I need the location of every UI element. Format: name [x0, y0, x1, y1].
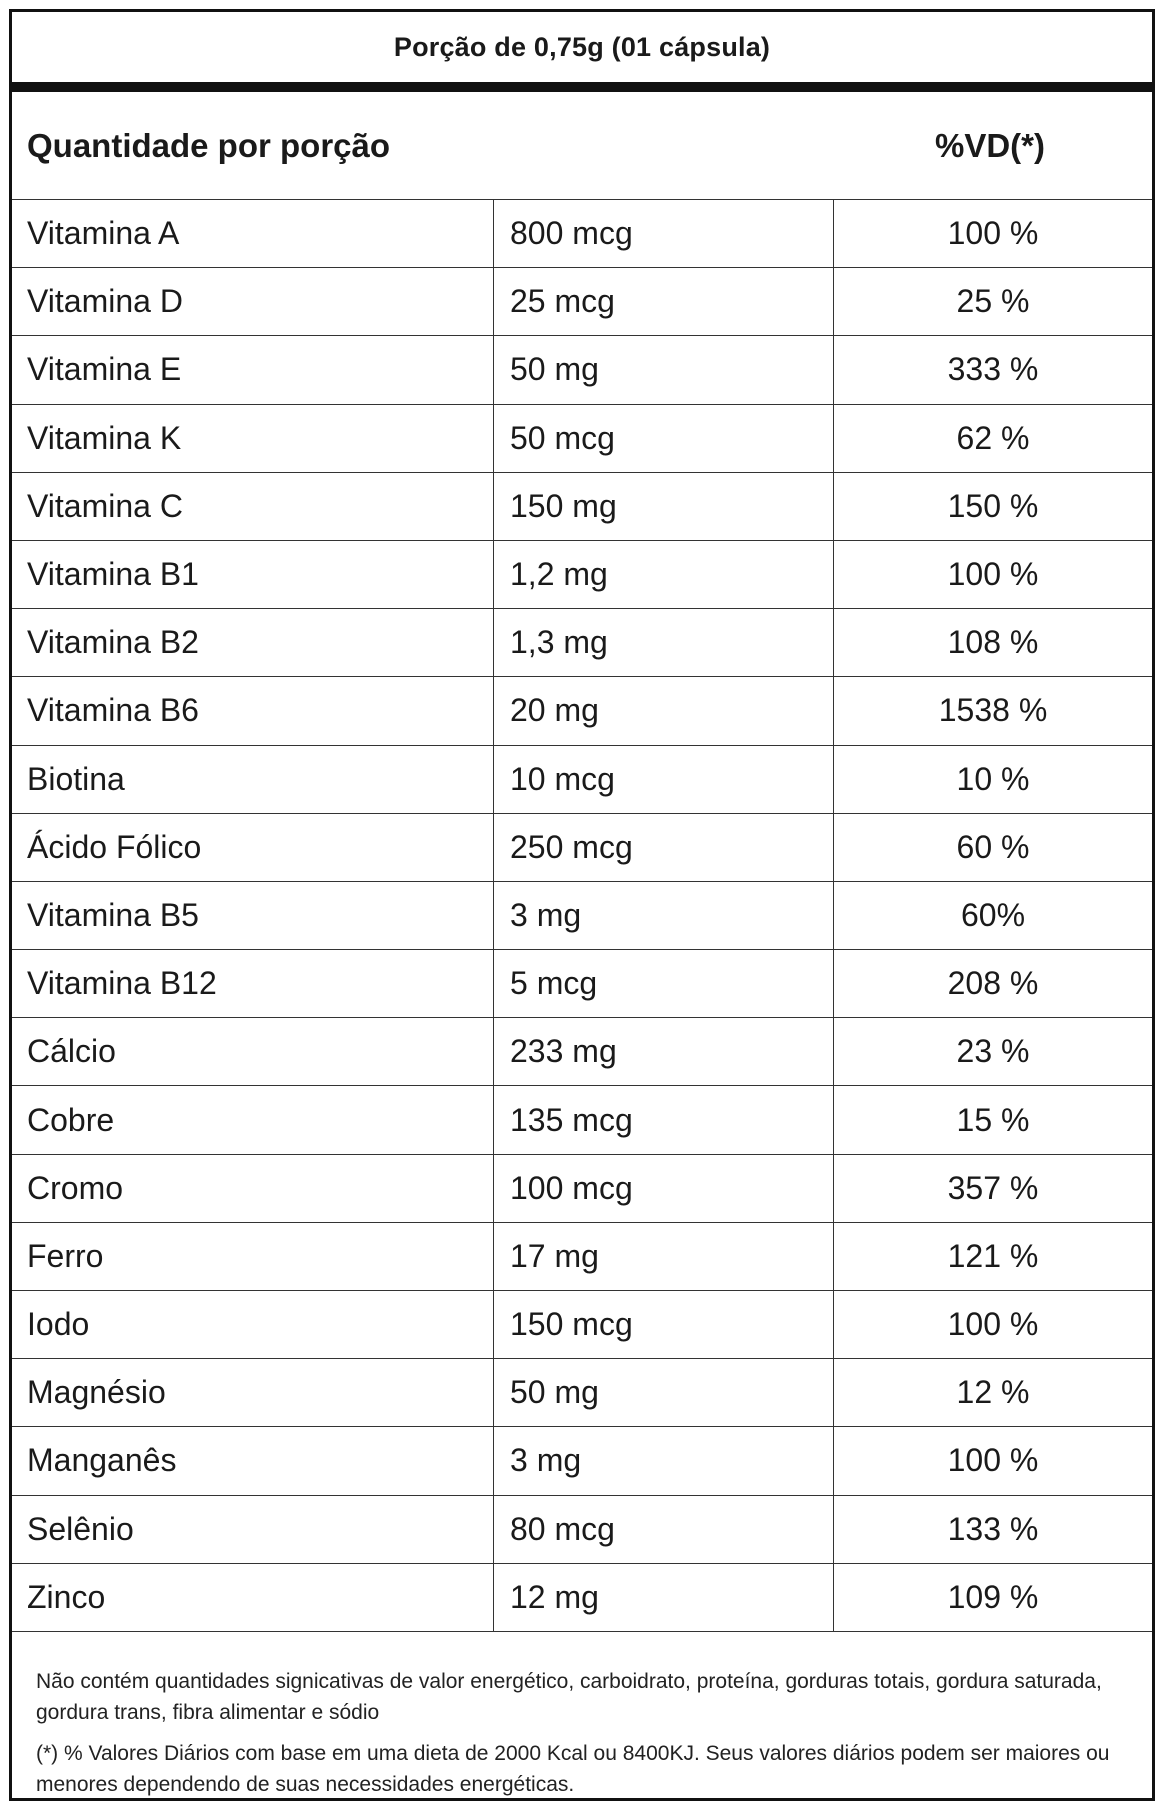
nutrient-vd: 25 %: [956, 283, 1030, 320]
nutrient-name: Vitamina E: [12, 336, 494, 404]
table-row: Cálcio 233 mg 23 %: [12, 1018, 1152, 1087]
table-row: Vitamina A 800 mcg 100 %: [12, 200, 1152, 269]
nutrient-name: Ferro: [12, 1222, 494, 1290]
nutrient-name: Zinco: [12, 1563, 494, 1631]
nutrient-amount: 5 mcg: [494, 950, 834, 1018]
nutrient-vd: 23 %: [956, 1033, 1030, 1070]
nutrient-vd: 15 %: [956, 1101, 1030, 1138]
vd-header: %VD(*): [934, 126, 1045, 164]
nutrient-vd: 133 %: [947, 1510, 1039, 1547]
table-row: Iodo 150 mcg 100 %: [12, 1291, 1152, 1360]
table-row: Vitamina B12 5 mcg 208 %: [12, 950, 1152, 1019]
nutrient-name: Biotina: [12, 745, 494, 813]
nutrient-amount: 150 mg: [494, 472, 834, 540]
nutrient-table: Vitamina A 800 mcg 100 % Vitamina D 25 mcg 25…: [12, 200, 1152, 1632]
thick-divider: [12, 82, 1152, 92]
table-row: Cobre 135 mcg 15 %: [12, 1086, 1152, 1155]
nutrient-name: Cromo: [12, 1154, 494, 1222]
nutrient-vd: 100 %: [947, 1306, 1039, 1343]
nutrient-amount: 50 mg: [494, 336, 834, 404]
nutrient-amount: 25 mcg: [494, 268, 834, 336]
nutrient-amount: 233 mg: [494, 1018, 834, 1086]
table-row: Vitamina D 25 mcg 25 %: [12, 268, 1152, 337]
nutrient-amount: 3 mg: [494, 1427, 834, 1495]
table-header: Quantidade por porção %VD(*): [12, 92, 1152, 200]
nutrient-vd: 62 %: [956, 419, 1030, 456]
nutrient-name: Selênio: [12, 1495, 494, 1563]
nutrient-name: Manganês: [12, 1427, 494, 1495]
table-row: Ferro 17 mg 121 %: [12, 1222, 1152, 1291]
nutrient-vd: 10 %: [956, 760, 1030, 797]
nutrient-name: Cálcio: [12, 1018, 494, 1086]
nutrient-vd: 12 %: [956, 1374, 1030, 1411]
nutrient-vd: 1538 %: [938, 692, 1048, 729]
nutrient-name: Iodo: [12, 1291, 494, 1359]
table-row: Vitamina B5 3 mg 60%: [12, 881, 1152, 951]
nutrient-name: Cobre: [12, 1086, 494, 1154]
nutrient-vd: 208 %: [947, 965, 1039, 1002]
table-row: Vitamina K 50 mcg 62 %: [12, 404, 1152, 473]
table-row: Vitamina E 50 mg 333 %: [12, 336, 1152, 405]
nutrient-vd: 150 %: [947, 487, 1039, 524]
nutrient-vd: 60%: [960, 896, 1026, 933]
nutrient-vd: 109 %: [947, 1578, 1039, 1615]
nutrient-name: Vitamina D: [12, 268, 494, 336]
nutrient-amount: 150 mcg: [494, 1291, 834, 1359]
table-row: Selênio 80 mcg 133 %: [12, 1495, 1152, 1564]
table-row: Vitamina B2 1,3 mg 108 %: [12, 609, 1152, 678]
nutrient-amount: 100 mcg: [494, 1154, 834, 1222]
nutrient-amount: 12 mg: [494, 1563, 834, 1631]
nutrient-name: Vitamina A: [12, 200, 494, 268]
table-row: Ácido Fólico 250 mcg 60 %: [12, 813, 1152, 882]
nutrient-amount: 50 mg: [494, 1359, 834, 1427]
nutrient-name: Vitamina B6: [12, 677, 494, 745]
table-row: Zinco 12 mg 109 %: [12, 1563, 1152, 1632]
table-row: Cromo 100 mcg 357 %: [12, 1154, 1152, 1223]
nutrient-vd: 121 %: [947, 1237, 1039, 1274]
nutrient-vd: 333 %: [947, 351, 1039, 388]
table-row: Vitamina B6 20 mg 1538 %: [12, 677, 1152, 746]
nutrient-amount: 17 mg: [494, 1222, 834, 1290]
nutrient-name: Vitamina B12: [12, 950, 494, 1018]
nutrition-facts-label: Porção de 0,75g (01 cápsula) Quantidade …: [9, 9, 1155, 1801]
nutrient-amount: 20 mg: [494, 677, 834, 745]
nutrient-name: Vitamina B5: [12, 881, 494, 950]
nutrient-vd: 357 %: [947, 1169, 1039, 1206]
nutrient-name: Vitamina C: [12, 472, 494, 540]
nutrient-amount: 1,3 mg: [494, 609, 834, 677]
footnotes: Não contém quantidades signicativas de v…: [12, 1632, 1152, 1800]
nutrient-amount: 800 mcg: [494, 200, 834, 268]
nutrient-amount: 80 mcg: [494, 1495, 834, 1563]
table-row: Vitamina B1 1,2 mg 100 %: [12, 540, 1152, 610]
footnote-not-significant: Não contém quantidades signicativas de v…: [36, 1669, 1102, 1724]
nutrient-amount: 1,2 mg: [494, 540, 834, 609]
table-row: Vitamina C 150 mg 150 %: [12, 472, 1152, 541]
quantity-header: Quantidade por porção: [27, 126, 391, 164]
nutrient-vd: 100 %: [947, 556, 1039, 593]
nutrient-amount: 135 mcg: [494, 1086, 834, 1154]
serving-size: Porção de 0,75g (01 cápsula): [393, 31, 771, 62]
nutrient-amount: 3 mg: [494, 881, 834, 950]
nutrient-name: Vitamina K: [12, 404, 494, 472]
nutrient-amount: 50 mcg: [494, 404, 834, 472]
table-row: Manganês 3 mg 100 %: [12, 1427, 1152, 1496]
nutrient-name: Vitamina B1: [12, 540, 494, 609]
nutrient-amount: 250 mcg: [494, 813, 834, 881]
nutrient-amount: 10 mcg: [494, 745, 834, 813]
nutrient-name: Vitamina B2: [12, 609, 494, 677]
nutrient-vd: 100 %: [947, 1442, 1039, 1479]
nutrient-name: Ácido Fólico: [12, 813, 494, 881]
nutrient-vd: 100 %: [947, 215, 1039, 252]
nutrient-vd: 60 %: [956, 828, 1030, 865]
footnote-daily-values: (*) % Valores Diários com base em uma di…: [36, 1741, 1110, 1796]
table-row: Biotina 10 mcg 10 %: [12, 745, 1152, 814]
table-row: Magnésio 50 mg 12 %: [12, 1359, 1152, 1428]
nutrient-name: Magnésio: [12, 1359, 494, 1427]
nutrient-vd: 108 %: [947, 624, 1039, 661]
